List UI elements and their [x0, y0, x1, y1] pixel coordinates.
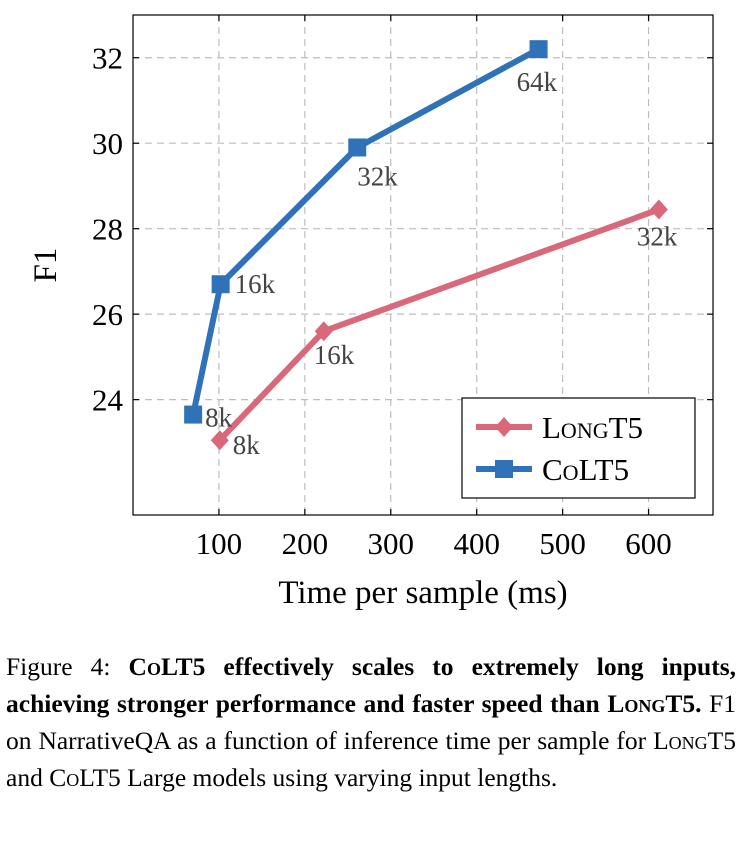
data-point — [210, 430, 229, 451]
data-label: 8k — [205, 403, 233, 433]
data-point — [184, 405, 203, 424]
data-label: 64k — [517, 67, 558, 97]
data-label: 8k — [233, 430, 261, 460]
legend-box — [461, 397, 696, 499]
caption-body: F1 on NarrativeQA as a function of infer… — [6, 689, 737, 792]
x-tick-label: 400 — [453, 526, 500, 561]
legend-marker — [495, 460, 513, 478]
data-label: 16k — [314, 340, 355, 370]
data-point — [314, 321, 333, 342]
data-point — [348, 138, 367, 157]
series-group: 8k 16k 32k 8k 16k 32k 64k — [184, 40, 678, 460]
legend: LongT5 CoLT5 — [461, 397, 696, 499]
data-point — [529, 40, 548, 59]
y-tick-label: 30 — [92, 126, 123, 161]
plot-frame — [132, 14, 714, 516]
data-label: 16k — [235, 269, 276, 299]
y-tick-label: 32 — [92, 41, 123, 76]
legend-entry: CoLT5 — [476, 452, 629, 487]
data-label: 32k — [637, 221, 678, 251]
y-tick-label: 28 — [92, 212, 123, 247]
data-point — [649, 199, 668, 220]
y-axis-label: F1 — [28, 248, 64, 283]
x-axis-ticks: 100 200 300 400 500 600 — [196, 15, 672, 561]
legend-label: CoLT5 — [542, 452, 629, 487]
x-tick-label: 100 — [196, 526, 243, 561]
data-point — [211, 275, 230, 294]
x-tick-label: 200 — [282, 526, 329, 561]
series-longt5: 8k 16k 32k — [210, 199, 678, 460]
y-axis-ticks: 24 26 28 30 32 — [92, 41, 713, 418]
series-colt5: 8k 16k 32k 64k — [184, 40, 558, 433]
y-tick-label: 24 — [92, 383, 124, 418]
x-axis-label: Time per sample (ms) — [278, 575, 567, 611]
caption-title: CoLT5 effectively scales to extremely lo… — [6, 652, 736, 718]
y-tick-label: 26 — [92, 297, 123, 332]
figure-caption: Figure 4: CoLT5 effectively scales to ex… — [6, 648, 736, 796]
figure-label: Figure 4: — [6, 652, 111, 681]
data-label: 32k — [357, 161, 398, 191]
legend-marker — [495, 417, 513, 437]
legend-entry: LongT5 — [476, 410, 643, 445]
x-tick-label: 500 — [539, 526, 586, 561]
legend-label: LongT5 — [542, 410, 643, 445]
x-tick-label: 300 — [368, 526, 415, 561]
x-tick-label: 600 — [625, 526, 672, 561]
series-line — [190, 46, 542, 418]
